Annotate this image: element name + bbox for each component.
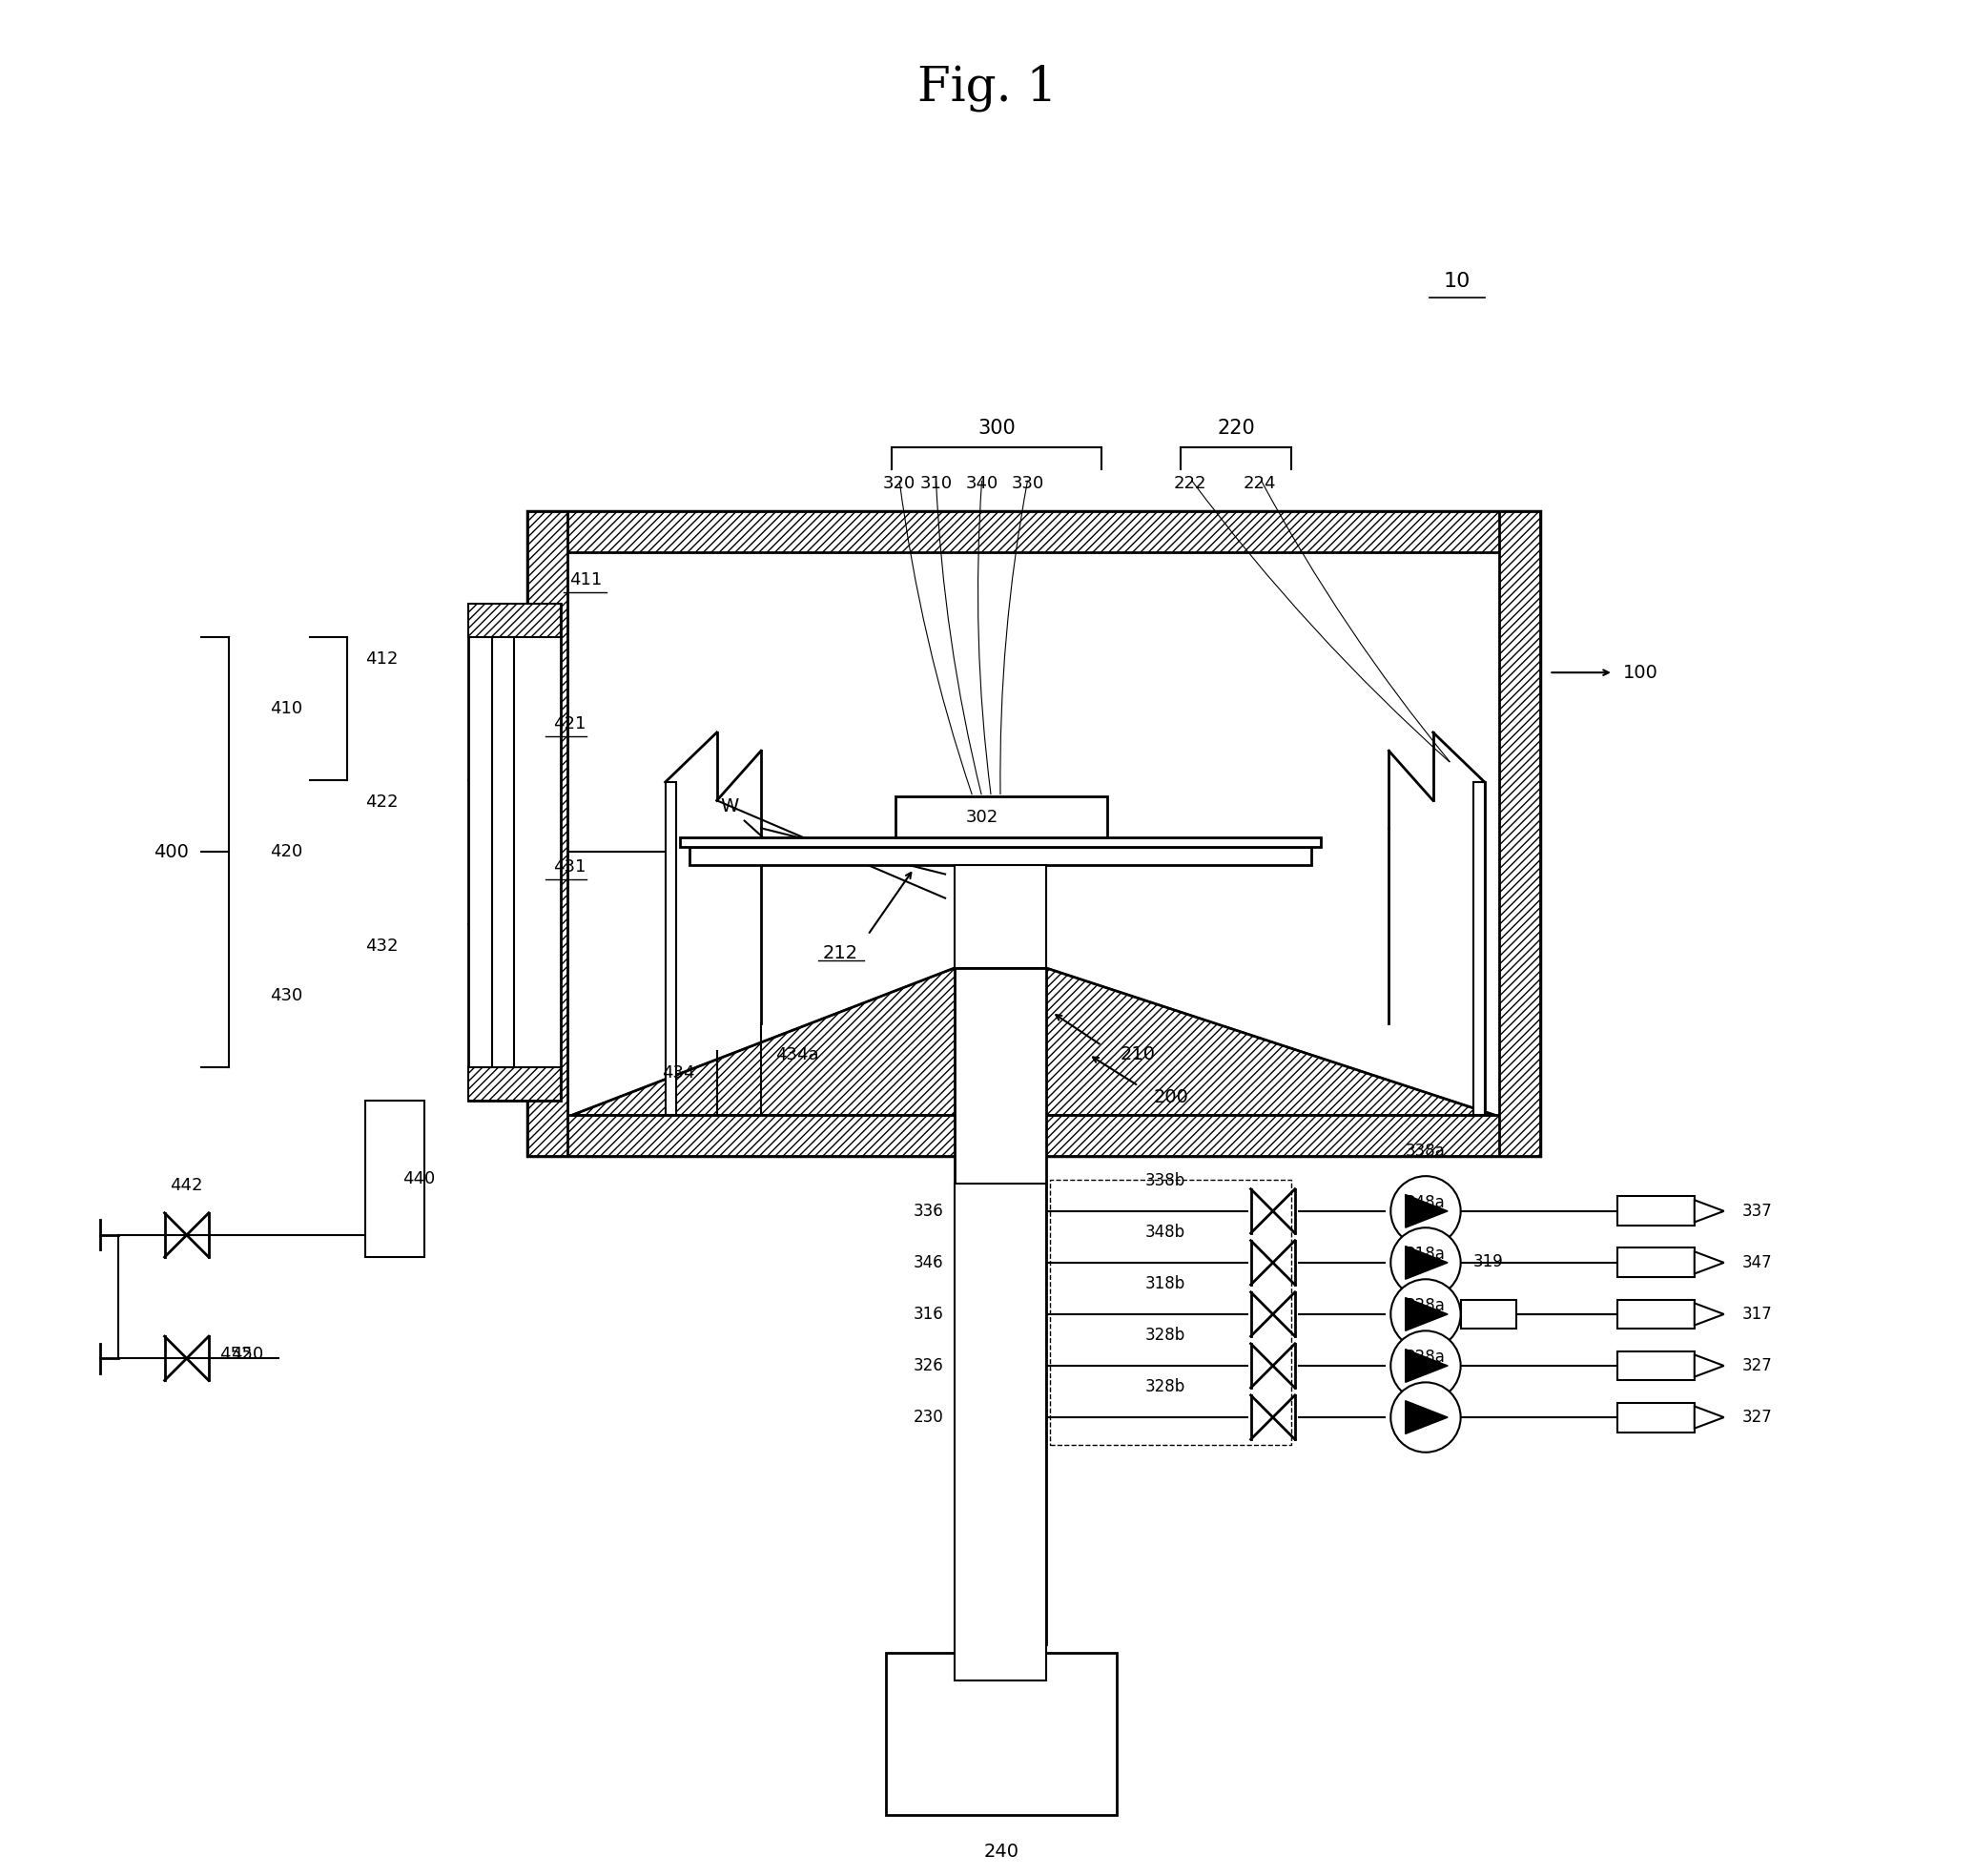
- Polygon shape: [1695, 1201, 1724, 1221]
- Bar: [468, 604, 561, 1101]
- Text: 300: 300: [978, 418, 1015, 437]
- Text: 346: 346: [912, 1253, 944, 1272]
- Text: 430: 430: [271, 987, 302, 1004]
- Bar: [1473, 782, 1485, 1116]
- Bar: [954, 1184, 1047, 1681]
- Text: 330: 330: [1011, 475, 1045, 492]
- Bar: [689, 846, 1311, 865]
- Circle shape: [1390, 1330, 1462, 1401]
- Text: 328b: 328b: [1145, 1326, 1185, 1343]
- Text: 316: 316: [912, 1306, 944, 1323]
- Text: 442: 442: [170, 1178, 203, 1195]
- Bar: [1462, 1300, 1517, 1328]
- Text: 400: 400: [154, 842, 188, 861]
- Bar: [1618, 1248, 1695, 1278]
- Bar: [954, 968, 1047, 1643]
- Bar: [492, 636, 514, 1067]
- Text: 328a: 328a: [1406, 1296, 1446, 1315]
- Text: 422: 422: [365, 794, 399, 810]
- Bar: [954, 865, 1047, 968]
- Text: 432: 432: [365, 938, 399, 955]
- Text: 347: 347: [1742, 1253, 1772, 1272]
- Text: 452: 452: [219, 1347, 253, 1364]
- Text: 320: 320: [883, 475, 916, 492]
- Text: 412: 412: [365, 651, 399, 668]
- Bar: [895, 797, 1108, 837]
- Bar: [527, 1116, 1540, 1156]
- Text: 10: 10: [1444, 272, 1471, 291]
- Polygon shape: [1406, 1349, 1448, 1383]
- Bar: [527, 512, 567, 1156]
- Text: 220: 220: [1217, 418, 1254, 437]
- Text: 421: 421: [553, 715, 587, 732]
- Circle shape: [1390, 1279, 1462, 1349]
- Bar: [887, 1653, 1116, 1814]
- Circle shape: [1390, 1383, 1462, 1452]
- Text: 336: 336: [912, 1203, 944, 1219]
- Text: 411: 411: [571, 572, 602, 589]
- Text: 212: 212: [822, 944, 857, 962]
- Text: 328a: 328a: [1406, 1349, 1446, 1366]
- Text: 100: 100: [1623, 664, 1657, 681]
- Text: 326: 326: [912, 1356, 944, 1375]
- Text: 431: 431: [553, 859, 587, 876]
- Text: 318a: 318a: [1406, 1246, 1446, 1263]
- Bar: [679, 837, 1321, 846]
- Polygon shape: [1406, 1298, 1448, 1330]
- Bar: [1051, 1180, 1292, 1445]
- Polygon shape: [1406, 1195, 1448, 1227]
- Text: 440: 440: [403, 1171, 434, 1188]
- Text: 210: 210: [1120, 1045, 1155, 1064]
- Polygon shape: [1406, 1246, 1448, 1279]
- Text: 410: 410: [271, 700, 302, 717]
- Text: Fig. 1: Fig. 1: [918, 64, 1057, 111]
- Bar: [468, 1067, 561, 1101]
- Bar: [1499, 512, 1540, 1156]
- Text: 328b: 328b: [1145, 1379, 1185, 1396]
- Polygon shape: [1695, 1407, 1724, 1428]
- Text: 338a: 338a: [1406, 1142, 1446, 1159]
- Circle shape: [1390, 1176, 1462, 1246]
- Text: W: W: [721, 797, 739, 814]
- Polygon shape: [1695, 1354, 1724, 1377]
- Text: 230: 230: [912, 1409, 944, 1426]
- Polygon shape: [1695, 1304, 1724, 1324]
- Polygon shape: [1406, 1401, 1448, 1433]
- Text: 318b: 318b: [1145, 1276, 1185, 1293]
- Text: 348a: 348a: [1406, 1193, 1446, 1212]
- Bar: [527, 512, 1540, 552]
- Text: 434: 434: [662, 1064, 695, 1082]
- Bar: [1618, 1403, 1695, 1431]
- Text: 420: 420: [271, 844, 302, 861]
- Text: 310: 310: [920, 475, 952, 492]
- Bar: [1618, 1351, 1695, 1381]
- Bar: [666, 782, 675, 1116]
- Text: 337: 337: [1742, 1203, 1774, 1219]
- Text: 340: 340: [966, 475, 997, 492]
- Polygon shape: [1695, 1251, 1724, 1274]
- Text: 450: 450: [231, 1347, 265, 1364]
- Bar: [468, 604, 561, 636]
- Circle shape: [1390, 1227, 1462, 1298]
- Text: 327: 327: [1742, 1356, 1774, 1375]
- Bar: [1618, 1197, 1695, 1225]
- Text: 348b: 348b: [1145, 1223, 1185, 1240]
- Bar: [365, 1101, 425, 1257]
- Text: 222: 222: [1173, 475, 1207, 492]
- Text: 434a: 434a: [776, 1047, 820, 1064]
- Text: 338b: 338b: [1145, 1172, 1185, 1189]
- Text: 200: 200: [1153, 1088, 1189, 1107]
- Text: 224: 224: [1244, 475, 1276, 492]
- Text: 302: 302: [966, 809, 997, 825]
- Bar: [527, 512, 1540, 1156]
- Text: 327: 327: [1742, 1409, 1774, 1426]
- Text: 240: 240: [984, 1842, 1019, 1861]
- Text: 317: 317: [1742, 1306, 1774, 1323]
- Bar: [1618, 1300, 1695, 1328]
- Text: 319: 319: [1473, 1253, 1503, 1270]
